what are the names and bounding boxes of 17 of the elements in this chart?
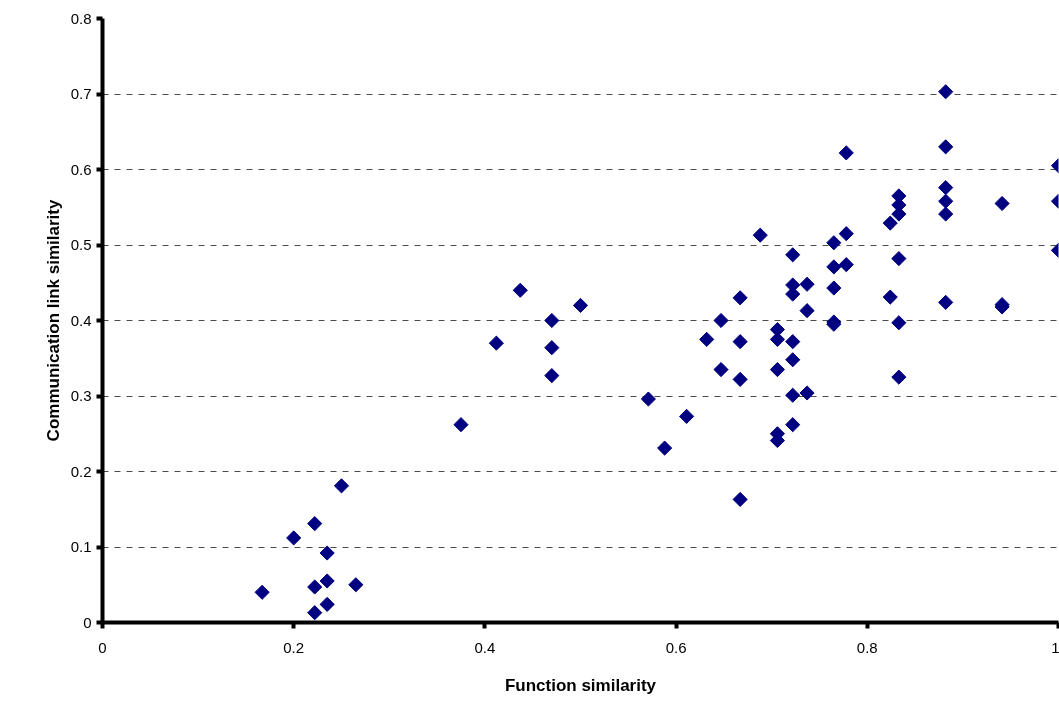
x-tick-label: 0.2	[283, 638, 305, 656]
x-axis-title: Function similarity	[504, 675, 657, 695]
x-tick-label: 0	[98, 638, 107, 656]
x-tick-label: 0.4	[474, 638, 496, 656]
y-tick-label: 0.2	[70, 462, 92, 480]
y-tick-label: 0.8	[70, 9, 92, 27]
y-tick-label: 0.3	[70, 387, 92, 404]
x-tick-label: 1	[1051, 638, 1059, 656]
y-tick-label: 0	[83, 613, 92, 631]
x-tick-label: 0.8	[856, 638, 878, 656]
y-tick-label: 0.5	[70, 236, 92, 253]
y-axis-title: Communication link similarity	[43, 199, 63, 442]
y-tick-label: 0.1	[70, 538, 92, 555]
y-tick-label: 0.4	[70, 311, 92, 329]
x-tick-label: 0.6	[665, 638, 687, 656]
y-tick-label: 0.7	[70, 85, 92, 102]
y-tick-label: 0.6	[70, 160, 92, 178]
